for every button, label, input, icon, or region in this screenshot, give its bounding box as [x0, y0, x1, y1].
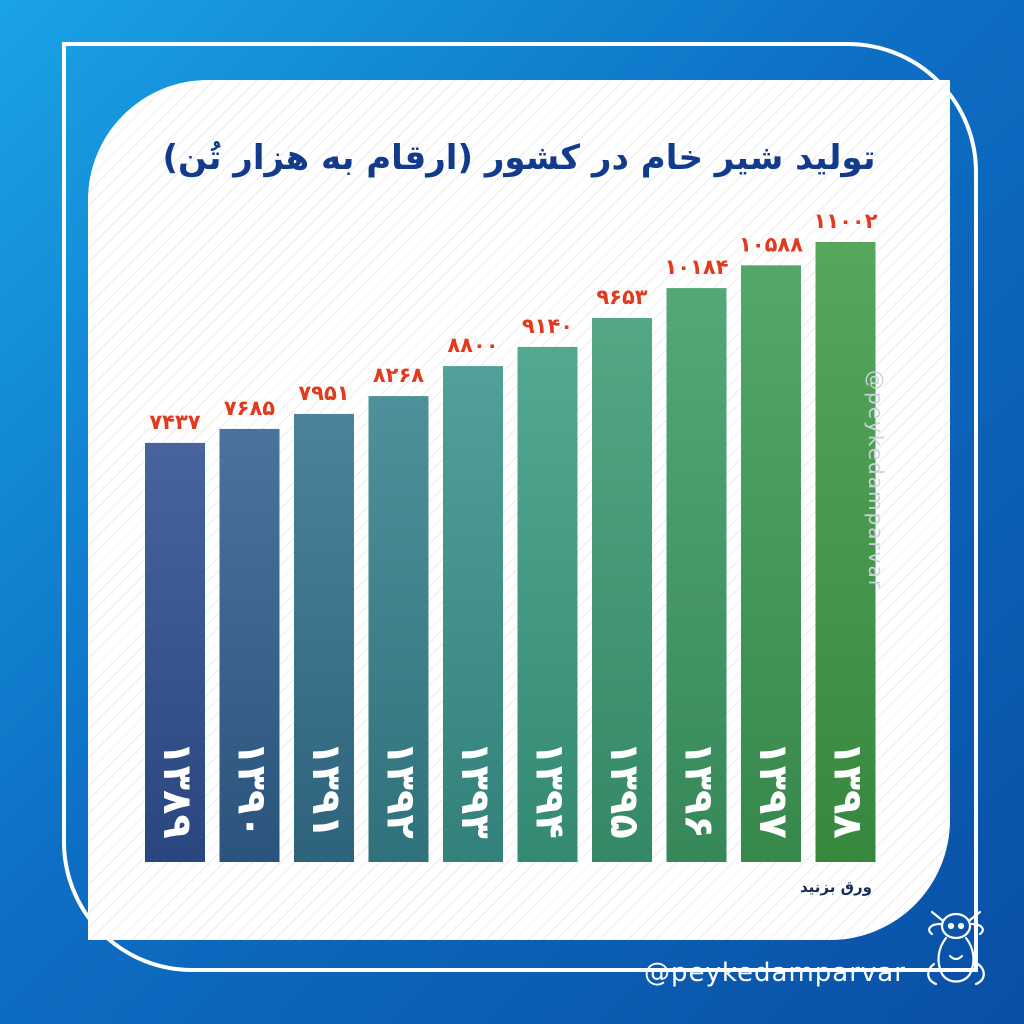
bar-category-label-5: ۱۳۹۴	[527, 741, 573, 839]
bar-8	[741, 265, 801, 862]
chart-card: تولید شیر خام در کشور (ارقام به هزار تُن…	[88, 80, 950, 940]
bar-value-label-7: ۱۰۱۸۴	[664, 255, 728, 279]
bar-value-label-8: ۱۰۵۸۸	[739, 232, 803, 256]
bar-category-label-8: ۱۳۹۷	[750, 741, 796, 839]
bar-7	[666, 288, 727, 863]
bar-chart: ۱۳۸۹ ۷۴۳۷ ۱۳۹۰ ۷۶۸۵ ۱۳۹۱ ۷۹۵۱ ۱۳۹۲ ۸۲۶۸ ۱۳۹۳ ۸۸۰۰…	[145, 209, 877, 863]
swipe-hint: ورق بزنید	[800, 878, 872, 896]
bar-1	[219, 428, 280, 862]
bar-value-label-1: ۷۶۸۵	[224, 396, 275, 420]
bar-value-label-9: ۱۱۰۰۲	[813, 209, 877, 233]
outer-frame	[62, 42, 978, 972]
bar-category-label-7: ۱۳۹۶	[676, 741, 722, 839]
bar-value-label-6: ۹۶۵۳	[596, 285, 647, 309]
bar-category-label-3: ۱۳۹۲	[378, 741, 424, 839]
chart-title: تولید شیر خام در کشور (ارقام به هزار تُن…	[162, 138, 876, 178]
bar-4	[443, 366, 503, 862]
bar-value-label-2: ۷۹۵۱	[298, 381, 349, 405]
bar-2	[294, 413, 354, 862]
bar-category-label-6: ۱۳۹۵	[601, 741, 647, 839]
bar-value-label-5: ۹۱۴۰	[522, 314, 573, 338]
bar-3	[368, 396, 429, 862]
bar-category-label-9: ۱۳۹۸	[825, 741, 871, 839]
bar-9	[815, 242, 876, 862]
bar-value-label-4: ۸۸۰۰	[447, 333, 498, 357]
bar-category-label-1: ۱۳۹۰	[229, 741, 275, 839]
bar-0	[145, 442, 205, 862]
cow-logo-icon	[927, 910, 985, 986]
bar-category-label-4: ۱۳۹۳	[452, 741, 498, 839]
bar-category-label-2: ۱۳۹۱	[303, 741, 349, 839]
bar-6	[592, 318, 652, 862]
side-watermark: @peykedamparvar	[864, 370, 888, 590]
bar-5	[517, 346, 578, 862]
bar-category-label-0: ۱۳۸۹	[154, 741, 200, 839]
social-handle: @peykedamparvar	[644, 958, 906, 988]
bar-value-label-3: ۸۲۶۸	[373, 363, 424, 387]
bar-value-label-0: ۷۴۳۷	[149, 410, 200, 434]
